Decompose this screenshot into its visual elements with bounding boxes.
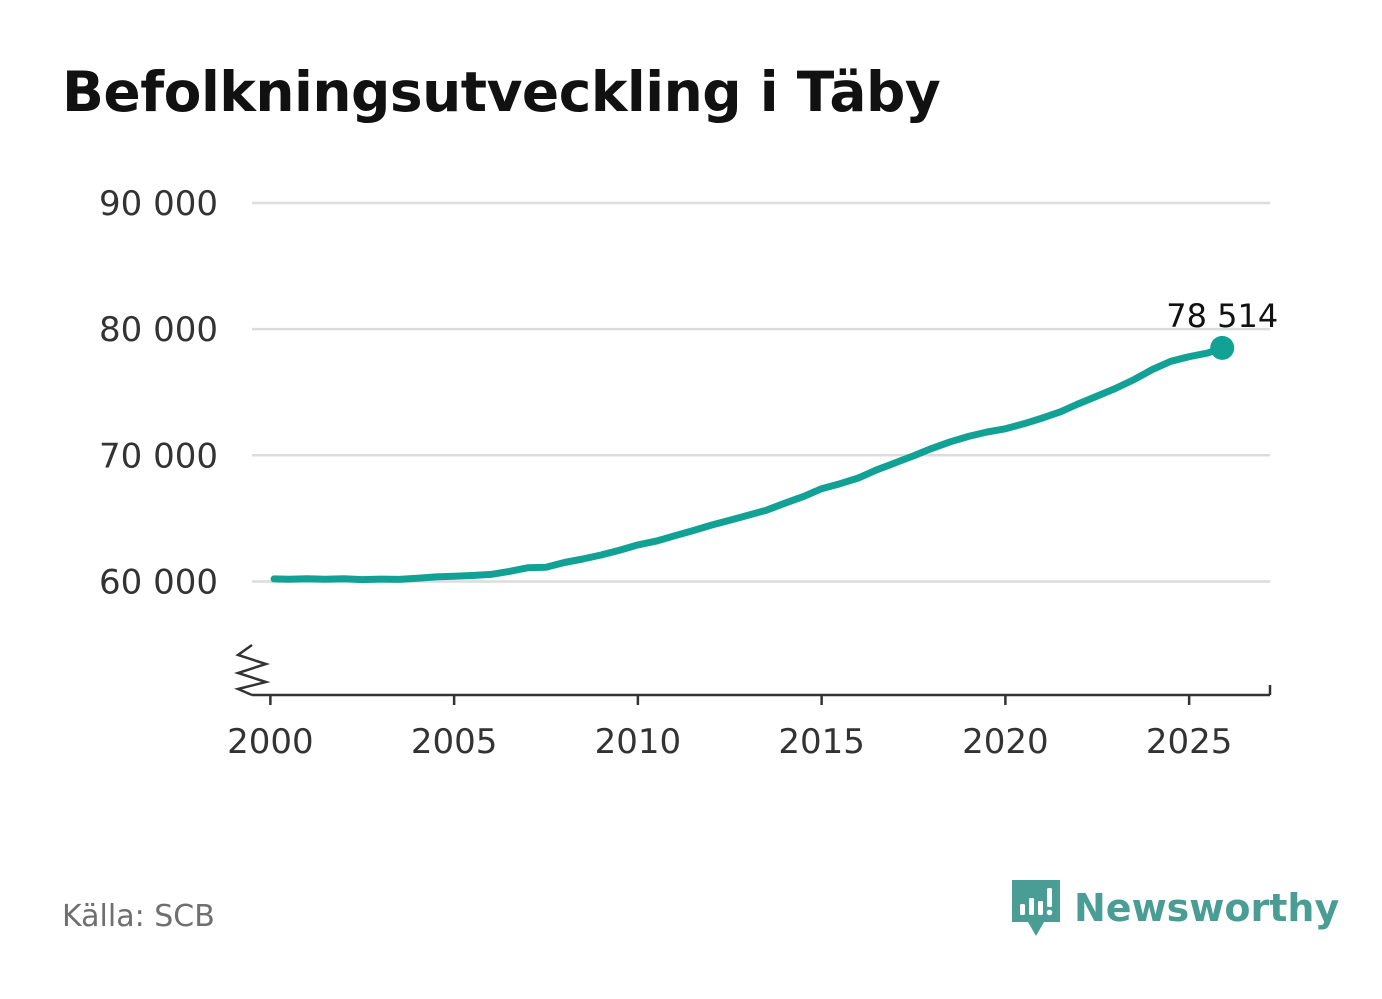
newsworthy-logo-icon <box>1012 880 1060 936</box>
source-note: Källa: SCB <box>62 899 215 934</box>
series-line <box>270 344 1226 584</box>
line-chart: 60 000 70 000 80 000 90 000 2000 2005 2010 2015… <box>99 184 1278 762</box>
brand-name: Newsworthy <box>1074 886 1340 930</box>
x-tick-label: 2000 <box>227 722 314 762</box>
x-tick-label: 2025 <box>1146 722 1233 762</box>
y-tick-label: 70 000 <box>99 436 218 476</box>
last-value-point <box>1210 335 1235 360</box>
x-tick-label: 2020 <box>962 722 1049 762</box>
axis-break-icon <box>233 643 271 697</box>
last-value-label: 78 514 <box>1166 297 1278 335</box>
x-tick-label: 2005 <box>411 722 498 762</box>
chart-title: Befolkningsutveckling i Täby <box>62 60 941 124</box>
x-tick-label: 2010 <box>595 722 682 762</box>
brand-logo: Newsworthy <box>1010 878 1339 938</box>
y-tick-label: 80 000 <box>99 310 218 350</box>
x-tick-label: 2015 <box>778 722 865 762</box>
y-tick-label: 90 000 <box>99 184 218 224</box>
y-tick-label: 60 000 <box>99 562 218 602</box>
